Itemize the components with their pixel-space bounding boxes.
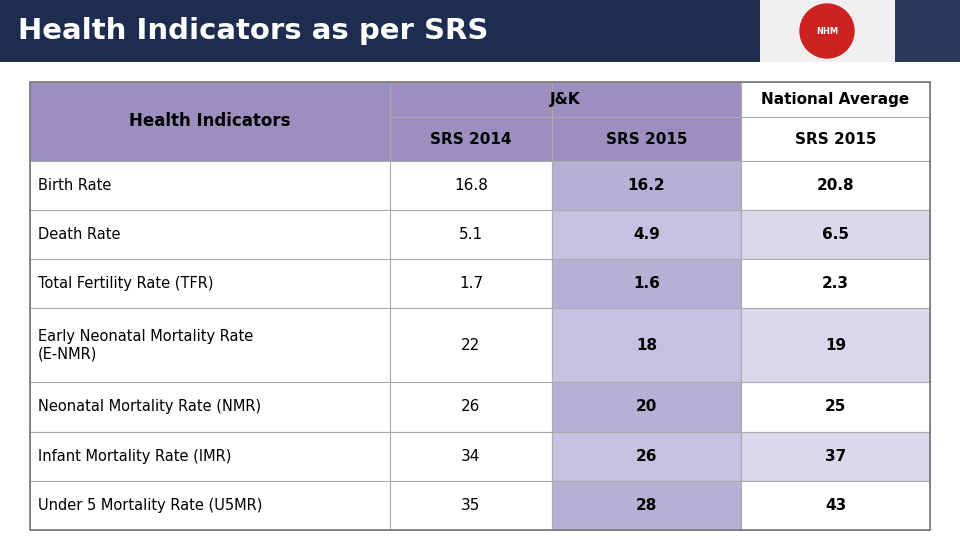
Text: 19: 19 xyxy=(825,338,846,353)
Bar xyxy=(741,308,930,382)
Bar xyxy=(390,117,552,161)
Bar xyxy=(552,431,741,481)
Bar xyxy=(30,82,930,530)
Text: 1.6: 1.6 xyxy=(633,276,660,292)
Bar xyxy=(741,117,930,161)
Text: 2.3: 2.3 xyxy=(822,276,849,292)
Text: 34: 34 xyxy=(462,449,481,464)
Bar xyxy=(741,431,930,481)
Text: 25: 25 xyxy=(825,400,846,414)
Text: 18: 18 xyxy=(636,338,657,353)
Text: Total Fertility Rate (TFR): Total Fertility Rate (TFR) xyxy=(38,276,213,292)
Text: 43: 43 xyxy=(825,498,846,513)
Bar xyxy=(895,0,960,62)
Bar xyxy=(552,382,741,431)
Bar xyxy=(390,308,552,382)
Text: 5.1: 5.1 xyxy=(459,227,483,242)
Text: 1.7: 1.7 xyxy=(459,276,483,292)
Text: Death Rate: Death Rate xyxy=(38,227,121,242)
Bar xyxy=(741,82,930,117)
Text: 28: 28 xyxy=(636,498,658,513)
Text: Under 5 Mortality Rate (U5MR): Under 5 Mortality Rate (U5MR) xyxy=(38,498,262,513)
Bar xyxy=(741,210,930,259)
Bar xyxy=(30,382,390,431)
Bar xyxy=(760,0,895,62)
Bar xyxy=(390,431,552,481)
Bar xyxy=(30,210,390,259)
Bar xyxy=(741,382,930,431)
Text: National Average: National Average xyxy=(761,92,910,107)
Text: Infant Mortality Rate (IMR): Infant Mortality Rate (IMR) xyxy=(38,449,231,464)
Bar xyxy=(552,210,741,259)
Text: Health Indicators as per SRS: Health Indicators as per SRS xyxy=(18,17,489,45)
Text: SRS 2015: SRS 2015 xyxy=(606,132,687,146)
Text: 6.5: 6.5 xyxy=(822,227,849,242)
Text: SRS 2014: SRS 2014 xyxy=(430,132,512,146)
Bar xyxy=(30,308,390,382)
Text: Early Neonatal Mortality Rate
(E-NMR): Early Neonatal Mortality Rate (E-NMR) xyxy=(38,329,253,362)
Bar xyxy=(0,0,760,62)
Bar xyxy=(552,82,741,117)
Text: Neonatal Mortality Rate (NMR): Neonatal Mortality Rate (NMR) xyxy=(38,400,261,414)
Text: NHM: NHM xyxy=(816,26,838,36)
Text: 37: 37 xyxy=(825,449,846,464)
Text: Birth Rate: Birth Rate xyxy=(38,178,111,193)
Text: 20: 20 xyxy=(636,400,658,414)
Bar xyxy=(390,82,552,117)
Bar xyxy=(390,481,552,530)
Bar xyxy=(390,259,552,308)
Text: 16.2: 16.2 xyxy=(628,178,665,193)
Bar xyxy=(552,161,741,210)
Text: 4.9: 4.9 xyxy=(633,227,660,242)
Bar xyxy=(390,382,552,431)
Bar xyxy=(552,259,741,308)
Bar xyxy=(390,210,552,259)
Text: Health Indicators: Health Indicators xyxy=(130,112,291,130)
Bar xyxy=(30,259,390,308)
Bar xyxy=(552,117,741,161)
Bar xyxy=(741,481,930,530)
Text: 16.8: 16.8 xyxy=(454,178,488,193)
Bar xyxy=(552,308,741,382)
Bar xyxy=(741,259,930,308)
Circle shape xyxy=(800,4,854,58)
Bar xyxy=(30,431,390,481)
Text: 26: 26 xyxy=(462,400,481,414)
Text: SRS 2015: SRS 2015 xyxy=(795,132,876,146)
Bar xyxy=(741,161,930,210)
Text: 26: 26 xyxy=(636,449,658,464)
Bar xyxy=(30,161,390,210)
Text: 22: 22 xyxy=(462,338,481,353)
Bar xyxy=(390,161,552,210)
Bar xyxy=(552,481,741,530)
Text: 35: 35 xyxy=(462,498,481,513)
Bar xyxy=(30,481,390,530)
Bar xyxy=(30,82,390,161)
Text: 20.8: 20.8 xyxy=(817,178,854,193)
Text: J&K: J&K xyxy=(550,92,581,107)
